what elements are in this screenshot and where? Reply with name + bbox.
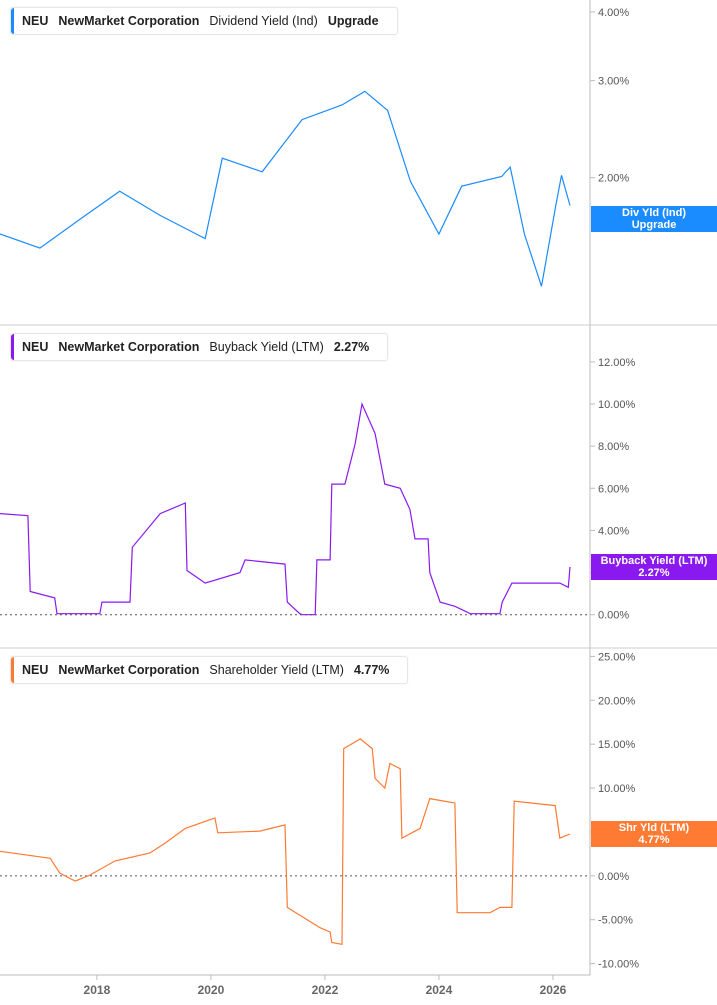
tag-value: 2.27% <box>638 566 670 579</box>
y-tick-label: 0.00% <box>598 871 629 883</box>
y-tick-label: 6.00% <box>598 483 629 495</box>
legend-metric: Shareholder Yield (LTM) <box>209 663 344 677</box>
y-tick-label: -5.00% <box>598 915 633 927</box>
y-tick-label: 4.00% <box>598 7 629 19</box>
legend-company: NewMarket Corporation <box>58 663 200 677</box>
legend-color-bar <box>11 657 14 683</box>
tag-label: Shr Yld (LTM) <box>618 821 690 834</box>
legend-value: 4.77% <box>353 663 390 677</box>
legend-color-bar <box>11 334 14 360</box>
last-value-tag: Buyback Yield (LTM) 2.27% <box>591 553 717 580</box>
series-line <box>0 738 571 946</box>
x-tick-label: 2018 <box>84 983 111 997</box>
y-tick-label: 15.00% <box>598 739 636 751</box>
x-tick-label: 2022 <box>312 983 339 997</box>
y-tick-label: 3.00% <box>598 76 629 88</box>
legend-ticker: NEU <box>22 340 49 354</box>
last-value-tag: Div Yld (Ind) Upgrade <box>591 206 717 232</box>
legend-ticker: NEU <box>22 663 49 677</box>
legend-color-bar <box>11 8 14 34</box>
x-tick-label: 2026 <box>540 983 567 997</box>
legend-metric: Dividend Yield (Ind) <box>209 14 318 28</box>
y-tick-label: 0.00% <box>598 610 629 622</box>
series-line <box>0 401 571 616</box>
tag-value: Upgrade <box>631 219 677 231</box>
y-tick-label: 10.00% <box>598 783 636 795</box>
y-tick-label: 25.00% <box>598 651 636 663</box>
last-value-tag: Shr Yld (LTM) 4.77% <box>591 820 717 847</box>
y-tick-label: 2.00% <box>598 173 629 185</box>
legend[interactable]: NEU NewMarket Corporation Shareholder Yi… <box>10 656 409 684</box>
series-line <box>0 90 571 287</box>
tag-label: Buyback Yield (LTM) <box>600 554 708 567</box>
legend[interactable]: NEU NewMarket Corporation Dividend Yield… <box>10 7 398 35</box>
x-tick-label: 2020 <box>198 983 225 997</box>
tag-label: Div Yld (Ind) <box>622 207 686 219</box>
y-tick-label: 20.00% <box>598 695 636 707</box>
legend-ticker: NEU <box>22 14 49 28</box>
y-tick-label: 12.00% <box>598 357 636 369</box>
y-tick-label: 4.00% <box>598 525 629 537</box>
y-tick-label: 10.00% <box>598 399 636 411</box>
y-tick-label: -10.00% <box>598 959 639 971</box>
y-tick-label: 8.00% <box>598 441 629 453</box>
legend-company: NewMarket Corporation <box>58 340 200 354</box>
tag-value: 4.77% <box>638 833 670 846</box>
legend-value[interactable]: Upgrade <box>327 14 379 28</box>
legend-metric: Buyback Yield (LTM) <box>209 340 324 354</box>
legend-company: NewMarket Corporation <box>58 14 200 28</box>
legend[interactable]: NEU NewMarket Corporation Buyback Yield … <box>10 333 389 361</box>
legend-value: 2.27% <box>333 340 370 354</box>
x-tick-label: 2024 <box>426 983 453 997</box>
